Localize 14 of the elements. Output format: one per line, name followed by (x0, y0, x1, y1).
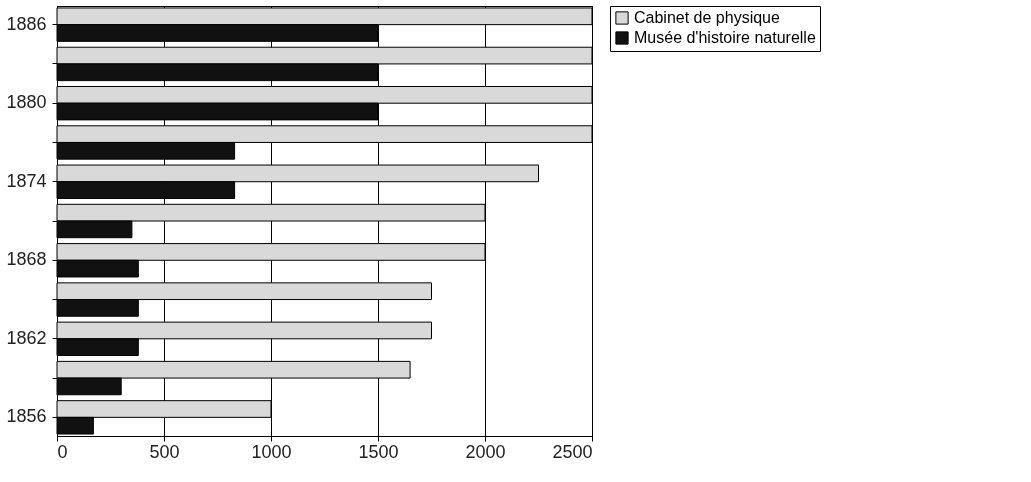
y-tick-label: 1862 (6, 327, 47, 348)
y-tick-label: 1874 (6, 170, 47, 191)
y-tick-label: 1856 (6, 406, 47, 427)
legend-label: Musée d'histoire naturelle (634, 29, 816, 46)
x-tick-label: 0 (57, 441, 68, 462)
x-tick-label: 1000 (251, 441, 292, 462)
x-tick-label: 2500 (552, 441, 593, 462)
y-tick-label: 1886 (6, 13, 47, 34)
x-tick-label: 1500 (358, 441, 399, 462)
y-tick-label: 1880 (6, 92, 47, 113)
x-tick-label: 2000 (465, 441, 506, 462)
x-tick-label: 500 (149, 441, 180, 462)
y-tick-label: 1868 (6, 249, 47, 270)
legend-label: Cabinet de physique (634, 9, 780, 26)
